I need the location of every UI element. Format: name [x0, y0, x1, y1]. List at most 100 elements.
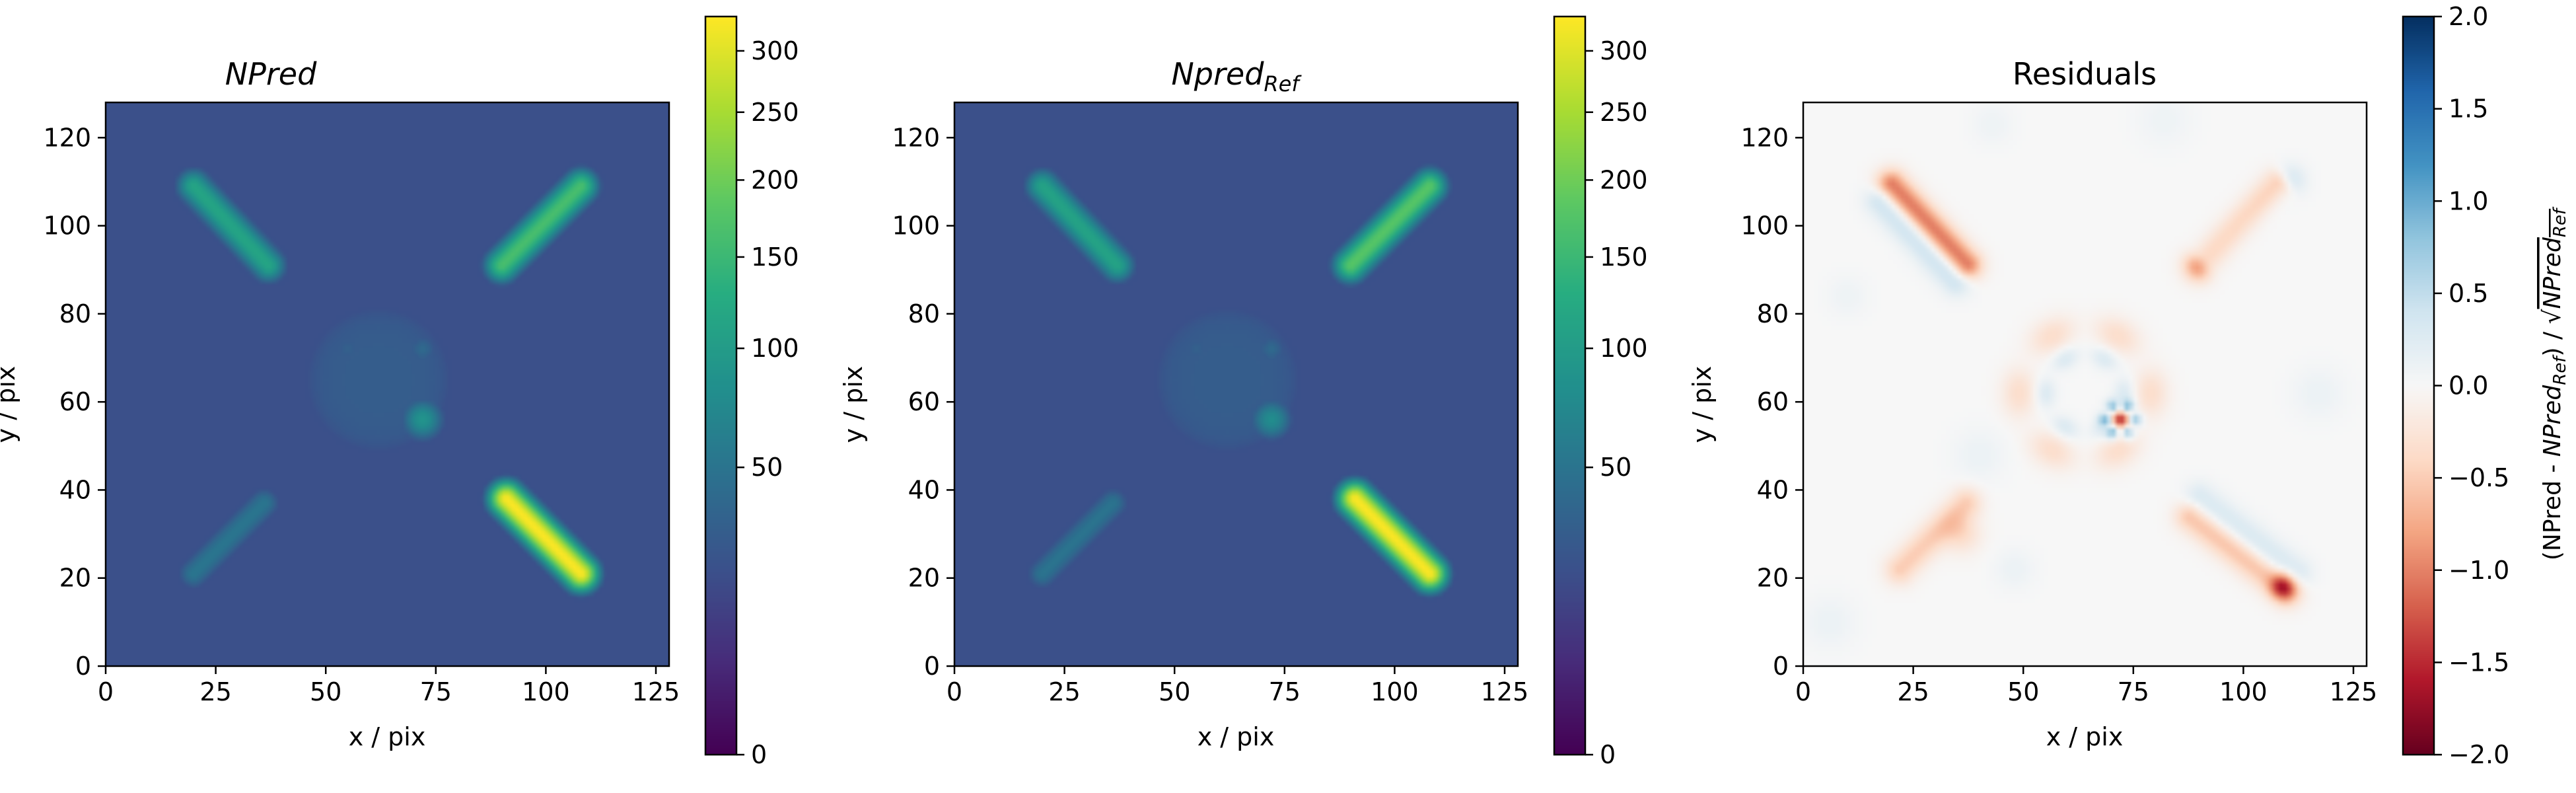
x-tick-label: 75	[2118, 677, 2149, 706]
x-tick-label: 25	[1897, 677, 1929, 706]
npred-panel: NPred 0 25 50 75 100 125 0 20 40 60 80 100 120 x / …	[0, 15, 799, 769]
residuals-colorbar: −2.0 −1.5 −1.0 −0.5 0.0 0.5 1.0 1.5 2.0	[2402, 2, 2509, 769]
x-tick-label: 100	[522, 677, 570, 706]
residuals-colorbar-gradient	[2403, 17, 2434, 755]
residuals-image	[1802, 101, 2368, 667]
npred-x-axis: 0 25 50 75 100 125	[98, 666, 680, 706]
npred-ref-colorbar-ticks: 0 50 100 150 200 250 300	[1585, 36, 1648, 769]
npred-ref-title-sub: Ref	[1264, 71, 1302, 96]
npred-x-axis-label: x / pix	[349, 722, 426, 751]
x-tick-label: 25	[1048, 677, 1080, 706]
residuals-colorbar-label-den-sub: Ref	[2550, 206, 2570, 237]
residuals-colorbar-label: (NPred - NPredRef) / √NPredRef	[2539, 206, 2570, 560]
colorbar-tick-label: 150	[751, 243, 799, 272]
x-tick-label: 75	[1269, 677, 1301, 706]
npred-axes-frame	[104, 101, 670, 667]
y-tick-label: 60	[908, 387, 940, 416]
npred-ref-image	[953, 101, 1519, 667]
npred-y-axis: 0 20 40 60 80 100 120	[43, 123, 106, 681]
colorbar-tick-label: 250	[751, 98, 799, 127]
colorbar-tick-label: −2.0	[2449, 740, 2509, 769]
npred-ref-x-axis-label: x / pix	[1198, 722, 1275, 751]
x-tick-label: 25	[199, 677, 231, 706]
y-tick-label: 60	[1757, 387, 1789, 416]
residuals-colorbar-label-num: NPred	[2539, 385, 2566, 457]
x-tick-label: 50	[310, 677, 341, 706]
npred-image	[104, 101, 670, 667]
colorbar-tick-label: 0.5	[2449, 279, 2488, 308]
colorbar-tick-label: 50	[751, 453, 783, 482]
npred-y-axis-label: y / pix	[0, 366, 20, 443]
residuals-x-axis: 0 25 50 75 100 125	[1795, 666, 2377, 706]
y-tick-label: 0	[75, 652, 91, 681]
npred-ref-axes-frame	[953, 101, 1519, 667]
x-tick-label: 100	[2219, 677, 2268, 706]
residuals-axes-frame	[1802, 101, 2368, 667]
x-tick-label: 75	[420, 677, 452, 706]
y-tick-label: 0	[1773, 652, 1789, 681]
npred-heatmap	[106, 102, 669, 666]
x-tick-label: 50	[2007, 677, 2039, 706]
colorbar-tick-label: −1.5	[2449, 648, 2509, 677]
residuals-colorbar-label-pre: (NPred -	[2539, 457, 2566, 560]
colorbar-tick-label: 50	[1600, 453, 1631, 482]
residuals-colorbar-label-den: NPred	[2539, 237, 2566, 309]
x-tick-label: 125	[632, 677, 680, 706]
colorbar-tick-label: 300	[1600, 36, 1648, 65]
colorbar-tick-label: 1.5	[2449, 94, 2488, 124]
residuals-colorbar-label-text: (NPred - NPredRef) / √NPredRef	[2539, 206, 2570, 560]
residuals-x-axis-label: x / pix	[2046, 722, 2124, 751]
npred-ref-title-base: Npred	[1171, 56, 1264, 92]
npred-ref-colorbar-gradient	[1554, 17, 1585, 755]
npred-ref-colorbar-frame	[1553, 15, 1587, 756]
x-tick-label: 125	[2330, 677, 2378, 706]
npred-colorbar: 0 50 100 150 200 250 300	[704, 15, 799, 769]
colorbar-tick-label: 200	[751, 165, 799, 194]
y-tick-label: 40	[59, 475, 91, 504]
y-tick-label: 120	[892, 123, 940, 152]
npred-colorbar-gradient	[705, 17, 736, 755]
colorbar-tick-label: 0.0	[2449, 371, 2488, 400]
colorbar-tick-label: 1.0	[2449, 186, 2488, 215]
y-tick-label: 100	[1740, 211, 1789, 241]
y-tick-label: 40	[1757, 475, 1789, 504]
colorbar-tick-label: 300	[751, 36, 799, 65]
y-tick-label: 120	[43, 123, 91, 152]
y-tick-label: 80	[1757, 299, 1789, 328]
x-tick-label: 0	[947, 677, 962, 706]
y-tick-label: 80	[59, 299, 91, 328]
y-tick-label: 80	[908, 299, 940, 328]
npred-ref-y-axis: 0 20 40 60 80 100 120	[892, 123, 954, 681]
colorbar-tick-label: 100	[1600, 334, 1648, 363]
npred-title: NPred	[225, 56, 317, 92]
residuals-heatmap	[1803, 102, 2367, 666]
y-tick-label: 0	[924, 652, 940, 681]
residuals-colorbar-label-mid: ) / √	[2539, 309, 2566, 356]
residuals-title: Residuals	[2013, 56, 2157, 92]
x-tick-label: 0	[98, 677, 114, 706]
y-tick-label: 100	[892, 211, 940, 241]
x-tick-label: 100	[1371, 677, 1419, 706]
x-tick-label: 0	[1795, 677, 1811, 706]
npred-ref-panel: NpredRef 0 25 50 75 100 125 0 20 40 60 80 100 120 x…	[839, 15, 1648, 769]
x-tick-label: 50	[1159, 677, 1190, 706]
y-tick-label: 60	[59, 387, 91, 416]
colorbar-tick-label: 250	[1600, 98, 1648, 127]
x-tick-label: 125	[1481, 677, 1529, 706]
y-tick-label: 20	[1757, 564, 1789, 593]
npred-ref-title: NpredRef	[1171, 56, 1302, 96]
colorbar-tick-label: 150	[1600, 243, 1648, 272]
colorbar-tick-label: 0	[751, 740, 767, 769]
residuals-colorbar-label-num-sub: Ref	[2550, 354, 2570, 385]
npred-ref-colorbar: 0 50 100 150 200 250 300	[1553, 15, 1648, 769]
npred-ref-x-axis: 0 25 50 75 100 125	[947, 666, 1528, 706]
colorbar-tick-label: −0.5	[2449, 463, 2509, 492]
npred-ref-heatmap	[954, 102, 1518, 666]
y-tick-label: 20	[908, 564, 940, 593]
npred-colorbar-frame	[704, 15, 738, 756]
npred-ref-y-axis-label: y / pix	[839, 366, 868, 443]
colorbar-tick-label: 0	[1600, 740, 1616, 769]
residuals-panel: Residuals 0 25 50 75 100 125 020406080100120 …	[1688, 2, 2570, 769]
colorbar-tick-label: −1.0	[2449, 556, 2509, 585]
